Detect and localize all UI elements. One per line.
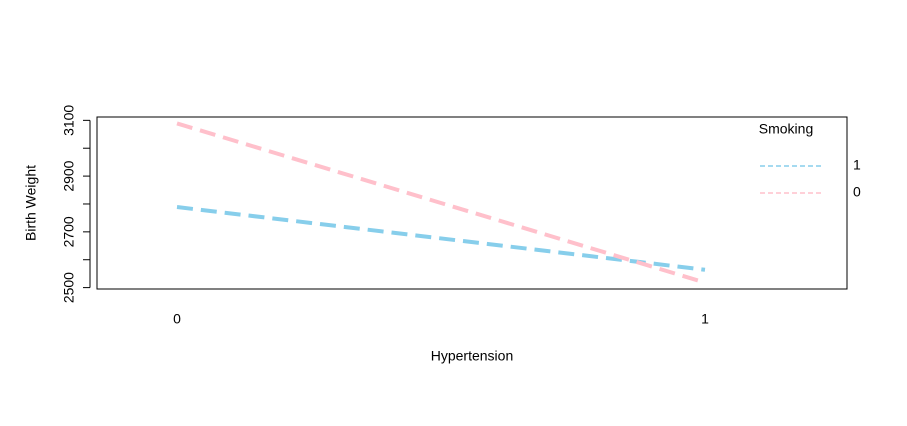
x-axis-label: Hypertension bbox=[431, 348, 514, 364]
y-tick-label: 2700 bbox=[61, 216, 77, 247]
y-tick-label: 2500 bbox=[61, 272, 77, 303]
series-line bbox=[176, 121, 706, 285]
y-axis-label: Birth Weight bbox=[23, 165, 39, 241]
plot-frame bbox=[96, 116, 848, 290]
x-tick-label: 0 bbox=[173, 311, 181, 327]
series-line bbox=[176, 205, 706, 272]
legend-title: Smoking bbox=[759, 121, 813, 137]
y-tick-label: 3100 bbox=[61, 105, 77, 136]
y-tick-label: 2900 bbox=[61, 160, 77, 191]
x-tick-label: 1 bbox=[701, 311, 709, 327]
legend-label: 0 bbox=[853, 184, 861, 200]
legend-label: 1 bbox=[853, 157, 861, 173]
